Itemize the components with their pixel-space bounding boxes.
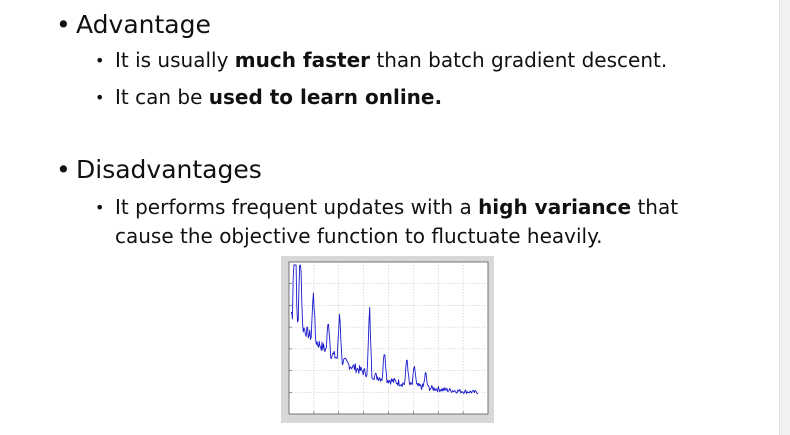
emphasis: high variance <box>478 195 632 219</box>
series-line <box>290 264 479 395</box>
bullet-icon: • <box>56 10 71 39</box>
advantage-bullet-1: • It is usually much faster than batch g… <box>95 46 667 75</box>
loss-curve-figure <box>281 256 494 423</box>
window-edge <box>779 0 790 435</box>
loss-curve-chart <box>288 261 489 415</box>
emphasis: much faster <box>234 48 370 72</box>
emphasis: used to learn online. <box>208 85 443 109</box>
advantage-heading: • Advantage <box>56 10 211 39</box>
advantage-bullet-2: • It can be used to learn online. <box>95 83 442 112</box>
disadvantages-bullet-1: • It performs frequent updates with a hi… <box>95 195 679 248</box>
axis-ticks <box>289 283 464 414</box>
disadvantages-heading: • Disadvantages <box>56 155 262 184</box>
bullet-icon: • <box>95 88 105 107</box>
bullet-icon: • <box>95 51 105 70</box>
bullet-icon: • <box>56 155 71 184</box>
bullet-icon: • <box>95 198 105 217</box>
